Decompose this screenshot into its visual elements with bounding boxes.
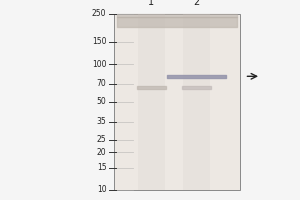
Text: 35: 35: [97, 117, 106, 126]
Text: 250: 250: [92, 9, 106, 19]
Text: 1: 1: [148, 0, 154, 7]
FancyBboxPatch shape: [183, 14, 210, 190]
Text: 25: 25: [97, 135, 106, 144]
Text: 70: 70: [97, 79, 106, 88]
Text: 2: 2: [194, 0, 200, 7]
Text: 50: 50: [97, 98, 106, 106]
FancyBboxPatch shape: [114, 14, 240, 190]
FancyBboxPatch shape: [138, 14, 165, 190]
Text: 20: 20: [97, 148, 106, 157]
Text: 100: 100: [92, 60, 106, 69]
Text: 10: 10: [97, 186, 106, 194]
Text: 150: 150: [92, 37, 106, 46]
Text: 15: 15: [97, 163, 106, 172]
